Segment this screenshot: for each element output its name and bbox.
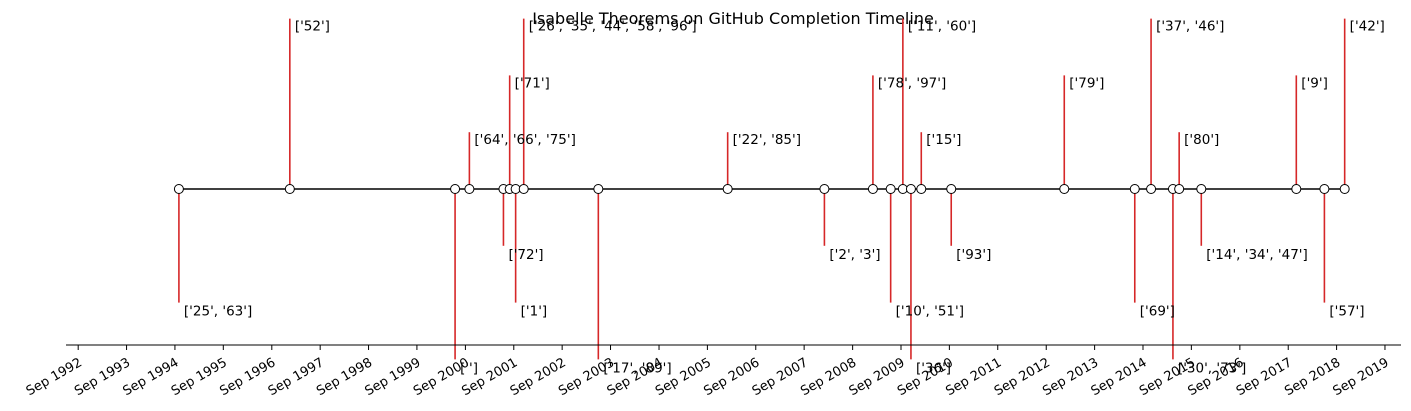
event-label: ['36'] — [916, 360, 951, 376]
event-label: ['10', '51'] — [896, 304, 964, 320]
event-marker — [867, 184, 878, 194]
event-marker — [1146, 184, 1157, 194]
event-marker — [946, 184, 957, 194]
event-label: ['9'] — [1301, 75, 1328, 91]
stems-layer — [178, 18, 1346, 360]
event-marker — [518, 184, 529, 194]
event-marker — [1059, 184, 1070, 194]
event-marker — [885, 184, 896, 194]
event-label: ['25', '63'] — [184, 304, 252, 320]
event-label: ['42'] — [1350, 19, 1385, 35]
event-label: ['69'] — [1140, 304, 1175, 320]
event-label: ['37', '46'] — [1156, 19, 1224, 35]
chart-title: Isabelle Theorems on GitHub Completion T… — [532, 9, 934, 28]
markers-layer — [173, 184, 1350, 194]
event-marker — [1196, 184, 1207, 194]
event-marker — [593, 184, 604, 194]
event-label: ['1'] — [521, 304, 548, 320]
event-label: ['22', '85'] — [733, 132, 801, 148]
x-tick-label: Sep 2019 — [1331, 355, 1392, 399]
event-labels-layer: ['25', '63'] ['52'] [''] ['64', '66', '75']… — [184, 19, 1385, 377]
event-label: ['79'] — [1069, 75, 1104, 91]
event-label: ['2', '3'] — [829, 247, 880, 263]
event-marker — [722, 184, 733, 194]
event-label: ['57'] — [1329, 304, 1364, 320]
event-label: ['78', '97'] — [878, 75, 946, 91]
event-label: ['93'] — [956, 247, 991, 263]
event-label: ['26', '35', '44', '58', '96'] — [529, 19, 697, 35]
event-label: [''] — [460, 360, 478, 376]
event-marker — [173, 184, 184, 194]
event-label: ['11', '60'] — [908, 19, 976, 35]
event-marker — [284, 184, 295, 194]
event-label: ['30', '73'] — [1178, 360, 1246, 376]
event-label: ['80'] — [1184, 132, 1219, 148]
event-label: ['72'] — [508, 247, 543, 263]
event-marker — [1129, 184, 1140, 194]
event-label: ['15'] — [926, 132, 961, 148]
event-marker — [1319, 184, 1330, 194]
event-label: ['17', '89'] — [603, 360, 671, 376]
event-label: ['52'] — [295, 19, 330, 35]
event-marker — [905, 184, 916, 194]
event-label: ['64', '66', '75'] — [474, 132, 576, 148]
event-marker — [1174, 184, 1185, 194]
event-marker — [916, 184, 927, 194]
event-marker — [1291, 184, 1302, 194]
event-marker — [1339, 184, 1350, 194]
event-label: ['71'] — [515, 75, 550, 91]
event-marker — [819, 184, 830, 194]
event-marker — [464, 184, 475, 194]
event-label: ['14', '34', '47'] — [1206, 247, 1308, 263]
event-marker — [450, 184, 461, 194]
